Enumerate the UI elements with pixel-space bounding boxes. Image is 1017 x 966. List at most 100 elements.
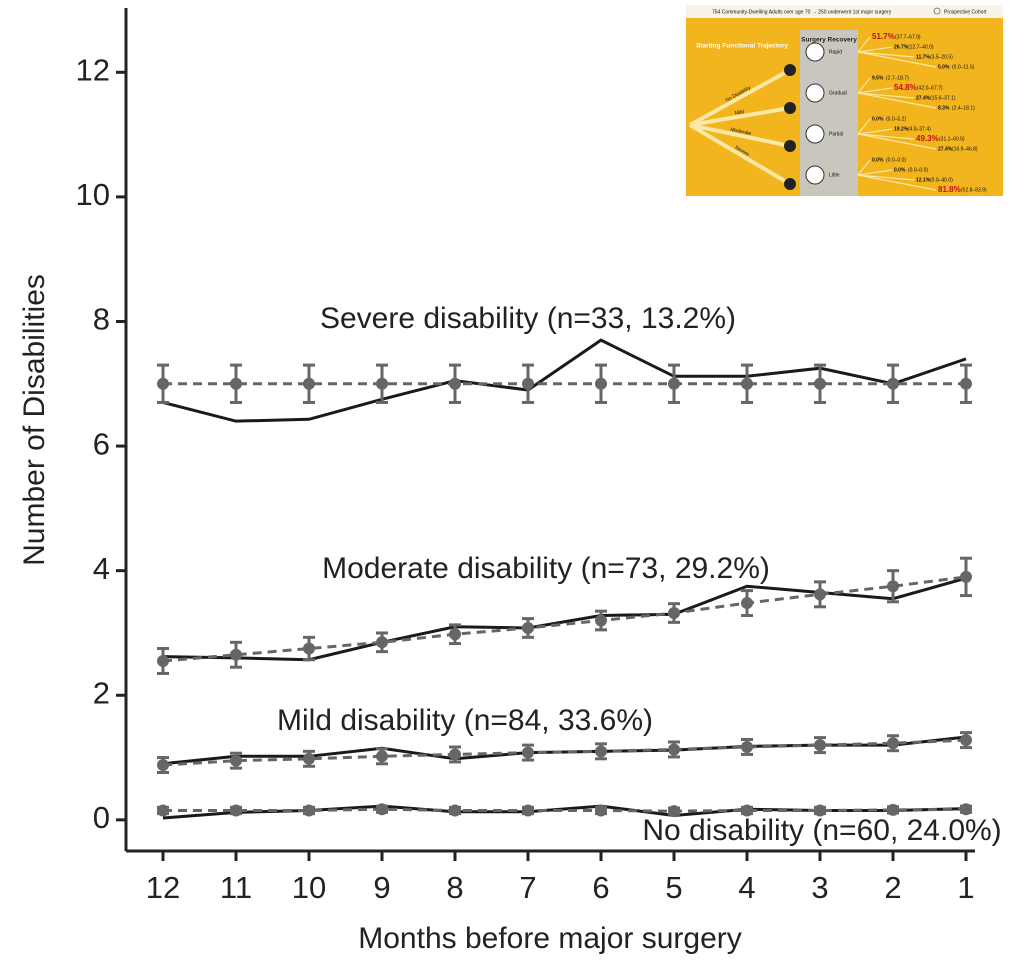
recovery-pct: 19.2% bbox=[894, 126, 909, 132]
recovery-pct: 12.1% bbox=[916, 177, 931, 183]
recovery-ci: (2.4–18.1) bbox=[952, 105, 975, 111]
fitted-point bbox=[230, 648, 242, 661]
recovery-icon bbox=[805, 83, 825, 103]
recovery-pct: 27.4% bbox=[916, 95, 931, 101]
y-tick-label: 0 bbox=[93, 800, 110, 835]
recovery-label: Little bbox=[829, 172, 840, 178]
fitted-point bbox=[522, 746, 534, 759]
x-tick-label: 11 bbox=[220, 870, 252, 905]
fitted-point bbox=[522, 804, 534, 817]
fitted-point bbox=[376, 377, 388, 390]
x-tick-label: 8 bbox=[446, 870, 463, 905]
recovery-arrow bbox=[857, 174, 937, 191]
recovery-ci: (12.7–40.0) bbox=[908, 44, 934, 50]
inset-infographic: 754 Community-Dwelling Adults over age 7… bbox=[686, 5, 1003, 196]
x-tick-label: 9 bbox=[373, 870, 390, 905]
fitted-point bbox=[230, 377, 242, 390]
trajectory-branch bbox=[689, 106, 791, 127]
recovery-pct: 9.5% bbox=[872, 75, 884, 81]
fitted-point bbox=[668, 805, 680, 818]
recovery-arrow bbox=[857, 36, 871, 53]
observed-line bbox=[162, 338, 967, 423]
recovery-arrow bbox=[857, 159, 871, 176]
fitted-point bbox=[595, 745, 607, 758]
recovery-ci: (2.7–18.7) bbox=[886, 75, 909, 81]
recovery-pct: 81.8% bbox=[938, 185, 961, 194]
annotation: Moderate disability (n=73, 29.2%) bbox=[322, 552, 770, 585]
fitted-point bbox=[668, 607, 680, 620]
trajectory-icon bbox=[784, 102, 796, 114]
recovery-arrow bbox=[857, 51, 915, 58]
fitted-point bbox=[230, 804, 242, 817]
fitted-point bbox=[741, 740, 753, 753]
x-tick-label: 2 bbox=[884, 870, 901, 905]
recovery-label: Partial bbox=[829, 131, 843, 137]
fitted-point bbox=[741, 804, 753, 817]
recovery-arrow bbox=[857, 92, 915, 99]
observed-line bbox=[162, 804, 967, 820]
fitted-point bbox=[741, 377, 753, 390]
fitted-point bbox=[960, 803, 972, 816]
fitted-point bbox=[595, 614, 607, 627]
recovery-icon bbox=[805, 42, 825, 62]
recovery-pct: 0.0% bbox=[894, 167, 906, 173]
recovery-ci: (0.0–0.0) bbox=[886, 157, 906, 163]
recovery-ci: (0.0–0.0) bbox=[908, 167, 928, 173]
recovery-ci: (4.8–37.4) bbox=[908, 126, 931, 132]
recovery-pct: 27.4% bbox=[938, 146, 953, 152]
recovery-arrow bbox=[857, 92, 937, 109]
x-tick-label: 3 bbox=[811, 870, 828, 905]
fitted-point bbox=[741, 597, 753, 610]
x-axis-label: Months before major surgery bbox=[358, 922, 742, 955]
recovery-arrow bbox=[857, 77, 871, 94]
fitted-point bbox=[887, 580, 899, 593]
trajectory-label: Moderate bbox=[730, 127, 752, 137]
x-tick-label: 5 bbox=[665, 870, 682, 905]
fitted-point bbox=[887, 737, 899, 750]
fitted-point bbox=[668, 743, 680, 756]
trajectory-label: Mild bbox=[734, 109, 744, 116]
fitted-point bbox=[960, 734, 972, 747]
fitted-point bbox=[814, 739, 826, 752]
inset-header-bg bbox=[686, 5, 1003, 18]
recovery-ci: (0.0–40.0) bbox=[930, 177, 953, 183]
recovery-label: Gradual bbox=[829, 90, 847, 96]
fitted-point bbox=[449, 748, 461, 761]
recovery-icon bbox=[805, 165, 825, 185]
y-axis-label: Number of Disabilities bbox=[18, 274, 51, 566]
recovery-pct: 0.0% bbox=[872, 116, 884, 122]
recovery-pct: 49.3% bbox=[916, 134, 939, 143]
recovery-ci: (15.6–37.1) bbox=[930, 95, 956, 101]
observed-line bbox=[162, 735, 967, 766]
recovery-arrow bbox=[857, 118, 871, 135]
fitted-point bbox=[960, 377, 972, 390]
recovery-pct: 26.7% bbox=[894, 44, 909, 50]
recovery-icon bbox=[805, 124, 825, 144]
recovery-arrow bbox=[857, 169, 893, 176]
trajectory-icon bbox=[784, 178, 796, 190]
inset-left-title: Starting Functional Trajectory bbox=[696, 43, 788, 50]
fitted-point bbox=[157, 759, 169, 772]
fitted-point bbox=[157, 804, 169, 817]
recovery-ci: (0.0–5.2) bbox=[886, 116, 906, 122]
recovery-arrow bbox=[857, 51, 937, 68]
fitted-point bbox=[303, 804, 315, 817]
annotation: Severe disability (n=33, 13.2%) bbox=[320, 302, 736, 335]
fitted-point bbox=[522, 377, 534, 390]
recovery-ci: (0.0–11.5) bbox=[952, 64, 975, 70]
y-tick-label: 10 bbox=[76, 177, 110, 212]
x-tick-label: 4 bbox=[738, 870, 755, 905]
fitted-point bbox=[376, 750, 388, 763]
recovery-pct: 54.8% bbox=[894, 83, 917, 92]
y-tick-label: 12 bbox=[76, 52, 110, 87]
trajectory-icon bbox=[784, 64, 796, 76]
annotation: Mild disability (n=84, 33.6%) bbox=[277, 704, 653, 737]
recovery-arrow bbox=[857, 133, 915, 140]
trajectory-branch bbox=[689, 68, 791, 127]
recovery-ci: (42.0–67.7) bbox=[917, 85, 943, 91]
fitted-point bbox=[595, 377, 607, 390]
y-tick-label: 6 bbox=[93, 426, 110, 461]
fitted-point bbox=[449, 377, 461, 390]
fitted-point bbox=[595, 804, 607, 817]
